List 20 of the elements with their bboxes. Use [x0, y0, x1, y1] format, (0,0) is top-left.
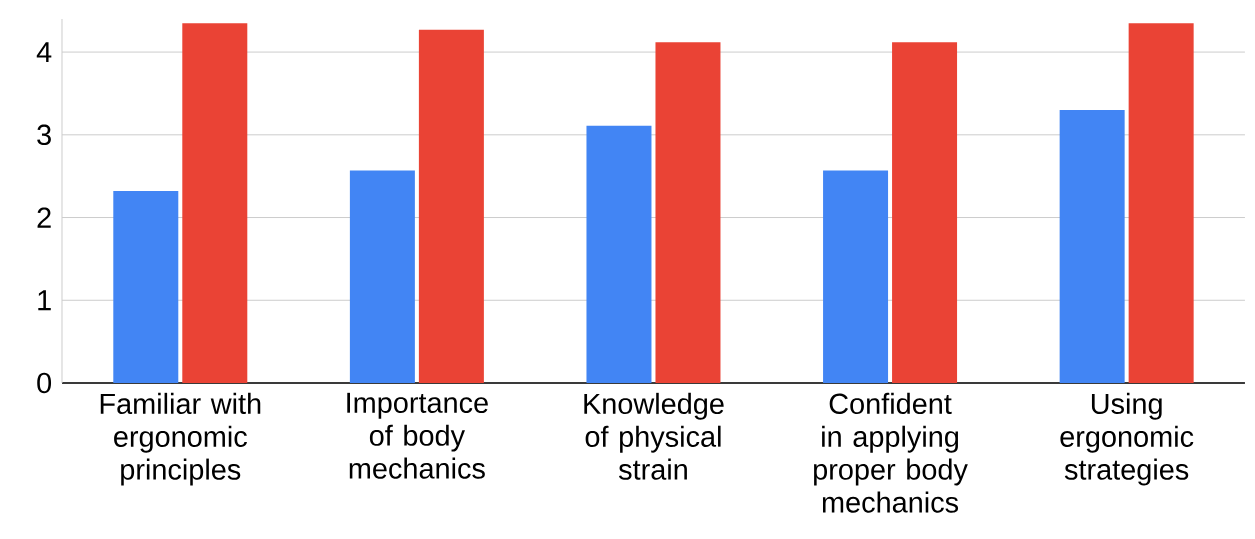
- y-tick-label: 3: [37, 124, 51, 146]
- y-tick-label: 4: [36, 42, 52, 63]
- x-tick-label: Confident in applying proper body mechanics: [814, 392, 968, 513]
- x-tick-label: Familiar with ergonomic principles: [100, 392, 261, 486]
- bar: [349, 170, 415, 383]
- bar: [113, 191, 179, 383]
- bar: [655, 42, 721, 383]
- bar: [823, 170, 889, 383]
- y-tick-label: 1: [38, 290, 51, 311]
- bar: [892, 42, 958, 383]
- x-tick-label: Knowledge of physical strain: [584, 392, 724, 480]
- x-tick-label: Importance of body mechanics: [347, 392, 488, 479]
- y-tick-label: 0: [37, 372, 52, 394]
- bar: [586, 125, 652, 383]
- bar: [1128, 23, 1194, 383]
- bar: [1059, 110, 1125, 383]
- bar: [182, 23, 248, 383]
- x-tick-label: Using ergonomic strategies: [1060, 392, 1194, 486]
- bar: [418, 29, 484, 383]
- y-tick-label: 2: [37, 207, 51, 228]
